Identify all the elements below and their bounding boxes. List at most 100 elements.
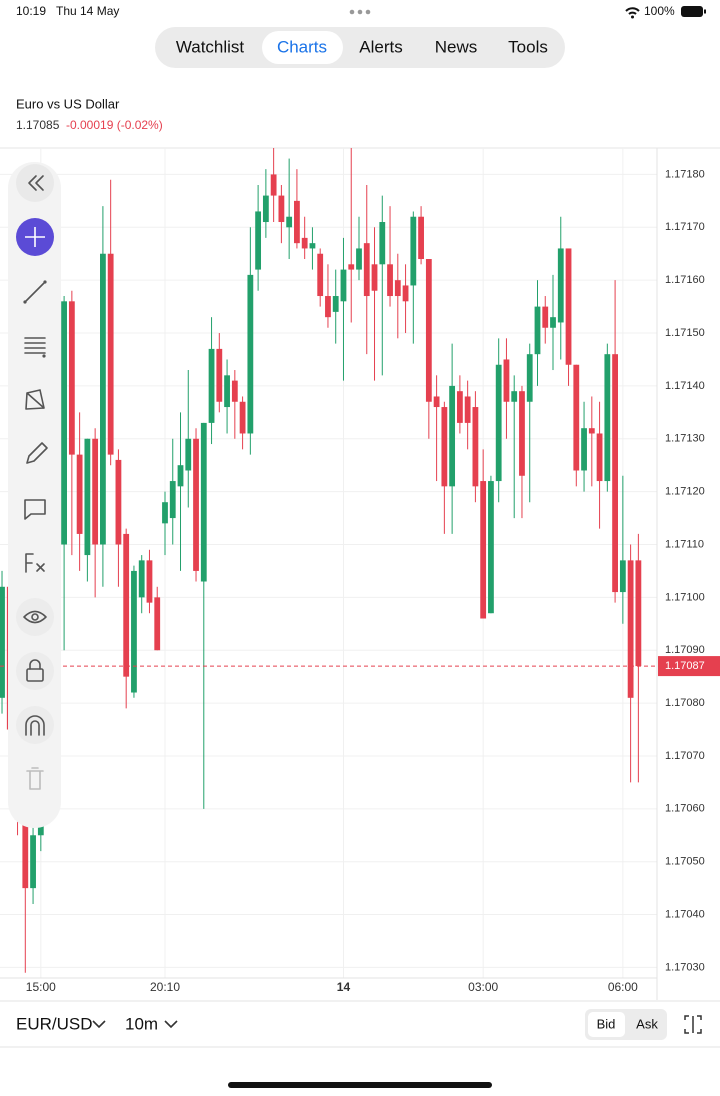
candle-body: [627, 560, 634, 698]
crosshair-button[interactable]: [16, 218, 54, 256]
candle-body: [92, 438, 99, 545]
shape-tool[interactable]: [25, 389, 45, 410]
candle-body: [100, 253, 106, 545]
wifi-icon: [625, 7, 640, 15]
status-time: 10:19: [16, 4, 46, 18]
candle-body: [441, 407, 448, 487]
y-tick-label: 1.17040: [665, 908, 705, 920]
candle-body: [208, 348, 215, 423]
candle-body: [193, 438, 199, 571]
candle-body: [0, 586, 5, 698]
candle-body: [185, 438, 192, 471]
interval-selector[interactable]: 10m: [125, 1014, 158, 1033]
candle-body: [550, 317, 556, 328]
candle-body: [619, 560, 626, 593]
tab[interactable]: Alerts: [359, 37, 402, 56]
candle-body: [231, 380, 238, 402]
tab[interactable]: News: [435, 37, 478, 56]
candle-body: [61, 301, 68, 545]
y-tick-label: 1.17150: [665, 327, 705, 339]
candle-body: [123, 533, 130, 677]
x-tick-label: 15:00: [26, 980, 56, 994]
candle-body: [418, 216, 424, 260]
candle-body: [154, 597, 161, 651]
y-tick-label: 1.17140: [665, 380, 705, 392]
candle-body: [22, 819, 29, 889]
candle-body: [177, 465, 184, 487]
delete-tool[interactable]: [26, 767, 44, 790]
y-tick-label: 1.17120: [665, 486, 705, 498]
collapse-button[interactable]: [16, 164, 54, 202]
last-price-label: 1.17087: [665, 660, 705, 672]
candle-body: [348, 264, 355, 270]
candle-body: [488, 481, 494, 614]
battery-icon: [681, 6, 703, 17]
candle-body: [162, 502, 168, 524]
candle-body: [557, 248, 564, 323]
candle-body: [216, 348, 223, 402]
trendline-tool[interactable]: [16, 273, 54, 311]
indicator-tool[interactable]: [25, 553, 45, 573]
candle-body: [247, 274, 254, 434]
status-battery: 100%: [644, 4, 675, 18]
tab-active[interactable]: Charts: [277, 37, 327, 56]
candle-body: [511, 391, 518, 402]
brush-tool[interactable]: [26, 442, 48, 464]
candle-body: [294, 200, 300, 244]
candle-body: [325, 296, 331, 318]
candle-body: [309, 243, 316, 249]
candle-body: [146, 560, 153, 603]
candle-body: [317, 253, 324, 297]
candle-body: [433, 396, 440, 408]
fib-tool[interactable]: [24, 337, 46, 358]
tab-active-pill: [262, 31, 343, 64]
comment-tool[interactable]: [24, 499, 46, 520]
candle-body: [581, 428, 587, 471]
y-tick-label: 1.17100: [665, 591, 705, 603]
candle-body: [394, 280, 401, 297]
candle-body: [76, 454, 83, 534]
y-tick-label: 1.17030: [665, 961, 705, 973]
tab[interactable]: Watchlist: [176, 37, 245, 56]
interval-chevron: [164, 1020, 178, 1029]
battery-tip: [704, 9, 706, 14]
x-tick-label: 20:10: [150, 980, 180, 994]
candle-body: [503, 359, 510, 402]
wifi-dot: [631, 15, 634, 19]
multitask-dots: [349, 9, 371, 15]
instrument-change: -0.00019 (-0.02%): [66, 118, 163, 132]
symbol-selector[interactable]: EUR/USD: [16, 1014, 93, 1033]
candle-body: [68, 301, 75, 455]
ask-button[interactable]: Ask: [636, 1016, 658, 1031]
candle-body: [138, 560, 145, 598]
lock-tool[interactable]: [16, 652, 54, 690]
y-tick-label: 1.17060: [665, 803, 705, 815]
candle-body: [542, 306, 549, 328]
candle-body: [588, 428, 595, 434]
y-tick-label: 1.17070: [665, 750, 705, 762]
candle-body: [115, 459, 122, 545]
status-date: Thu 14 May: [56, 4, 119, 18]
candle-body: [495, 364, 502, 482]
candle-body: [472, 407, 479, 487]
candle-body: [480, 481, 487, 619]
candle-body: [410, 216, 417, 286]
visibility-tool[interactable]: [16, 598, 54, 636]
y-tick-label: 1.17160: [665, 274, 705, 286]
symbol-chevron: [92, 1020, 106, 1029]
candle-body: [239, 401, 246, 434]
fullscreen-button[interactable]: [684, 1015, 702, 1034]
tab-bar: [155, 27, 565, 68]
bid-button[interactable]: Bid: [597, 1016, 616, 1031]
instrument-price: 1.17085: [16, 118, 60, 132]
candle-body: [131, 570, 137, 693]
tab[interactable]: Tools: [508, 37, 548, 56]
candle-body: [425, 259, 432, 402]
magnet-tool[interactable]: [16, 706, 54, 744]
candle-body: [387, 264, 393, 297]
candle-body: [604, 354, 611, 482]
candle-body: [534, 306, 541, 355]
candle-body: [169, 481, 176, 519]
candle-body: [286, 216, 293, 228]
